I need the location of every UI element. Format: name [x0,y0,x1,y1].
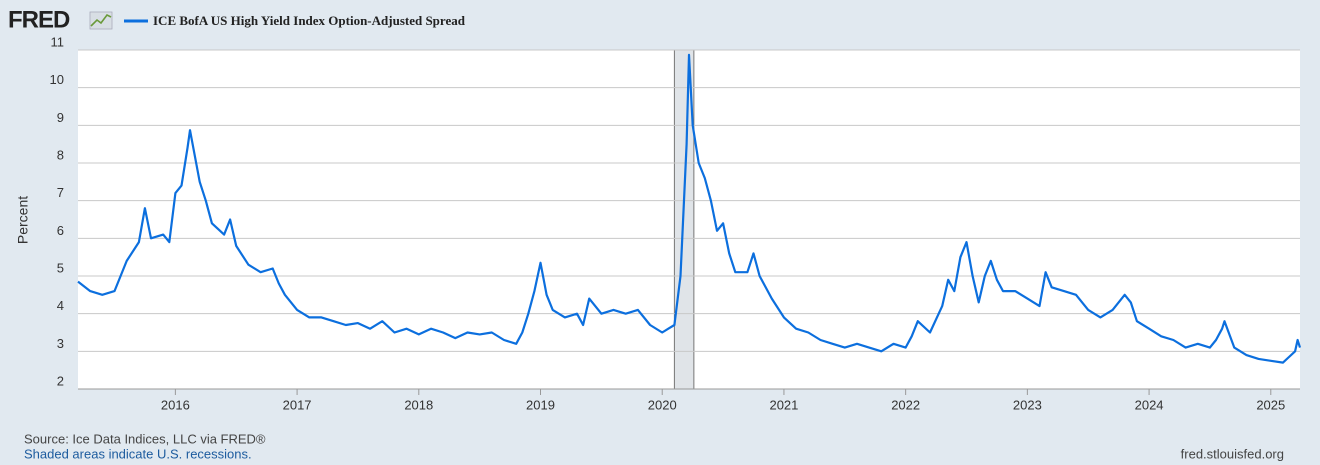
y-tick-label: 4 [57,298,64,313]
y-tick-label: 10 [50,72,64,87]
y-tick-label: 3 [57,336,64,351]
x-tick-label: 2017 [283,397,312,412]
x-tick-label: 2021 [769,397,798,412]
x-tick-label: 2020 [648,397,677,412]
url: fred.stlouisfed.org [1181,446,1284,461]
y-tick-label: 6 [57,223,64,238]
x-tick-label: 2023 [1013,397,1042,412]
x-tick-label: 2024 [1135,397,1164,412]
y-tick-label: 9 [57,110,64,125]
y-tick-label: 7 [57,185,64,200]
recession-note: Shaded areas indicate U.S. recessions. [24,446,252,461]
x-tick-label: 2025 [1256,397,1285,412]
series-line [77,53,1302,364]
x-tick-label: 2019 [526,397,555,412]
y-tick-label: 8 [57,147,64,162]
legend-label: ICE BofA US High Yield Index Option-Adju… [153,13,466,28]
logo: FRED [8,6,70,33]
y-tick-label: 11 [51,34,65,49]
y-axis-label: Percent [15,196,31,244]
x-tick-label: 2016 [161,397,190,412]
source: Source: Ice Data Indices, LLC via FRED® [24,431,266,446]
y-tick-label: 2 [57,373,64,388]
x-tick-label: 2022 [891,397,920,412]
x-tick-label: 2018 [404,397,433,412]
y-tick-label: 5 [57,260,64,275]
logo-icon [89,11,113,30]
